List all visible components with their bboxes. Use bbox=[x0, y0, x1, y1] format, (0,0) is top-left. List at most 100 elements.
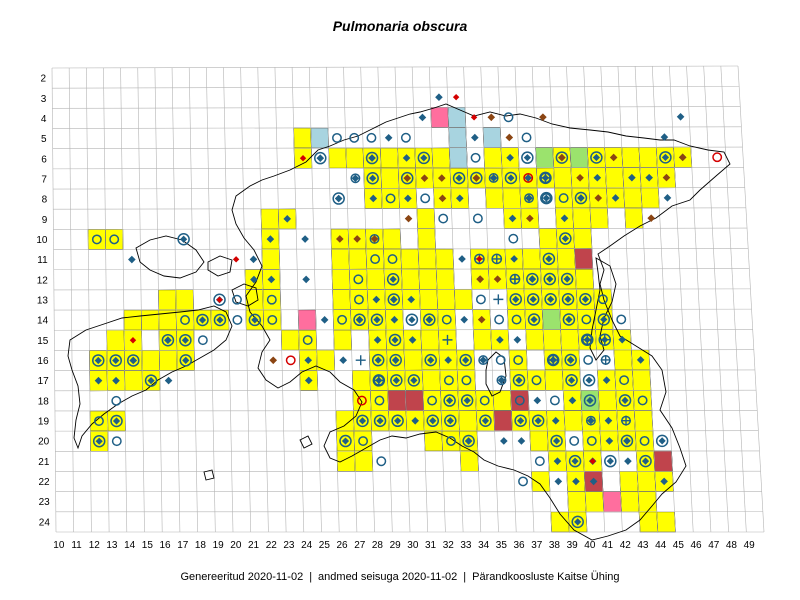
blue-diamond-symbol bbox=[304, 376, 313, 385]
present-cell bbox=[456, 369, 476, 391]
grid-line-vertical bbox=[583, 66, 605, 533]
present-cell bbox=[383, 248, 402, 270]
blue-diamond-symbol bbox=[404, 194, 412, 203]
blue-diamond-symbol bbox=[373, 316, 381, 324]
blue-diamond-symbol bbox=[376, 417, 384, 425]
green-cell bbox=[569, 147, 589, 168]
present-cell bbox=[572, 207, 592, 229]
blue-ring-symbol bbox=[389, 353, 402, 367]
blue-ring-symbol bbox=[659, 151, 672, 164]
blue-diamond-symbol bbox=[545, 255, 553, 263]
blue-diamond-symbol bbox=[565, 315, 573, 324]
present-cell bbox=[508, 349, 528, 371]
blue-ring-symbol bbox=[479, 395, 490, 406]
blue-ring-symbol bbox=[495, 355, 506, 366]
red-diamond-symbol bbox=[232, 256, 240, 263]
grid-line-vertical bbox=[446, 66, 464, 533]
present-cell bbox=[419, 288, 439, 310]
present-cell bbox=[124, 370, 143, 392]
blue-ring-symbol bbox=[144, 374, 158, 387]
blue-diamond-symbol bbox=[660, 477, 668, 486]
red-cell bbox=[405, 390, 424, 412]
row-label: 14 bbox=[37, 316, 49, 327]
blue-diamond-symbol bbox=[128, 255, 136, 264]
row-label: 9 bbox=[42, 215, 48, 226]
blue-diamond-symbol bbox=[513, 336, 522, 344]
column-label: 38 bbox=[549, 540, 561, 551]
present-cell bbox=[472, 329, 492, 351]
pink-cell bbox=[602, 491, 622, 513]
blue-diamond-symbol bbox=[251, 316, 259, 324]
blue-ring-symbol bbox=[521, 132, 532, 143]
blue-diamond-symbol bbox=[372, 295, 381, 304]
blue-ring-symbol bbox=[388, 333, 402, 347]
blue-ring-symbol bbox=[511, 314, 522, 325]
coastline-mainland bbox=[231, 103, 731, 541]
grid-line-horizontal bbox=[53, 207, 746, 210]
blue-diamond-symbol bbox=[581, 295, 590, 303]
column-label: 12 bbox=[89, 540, 101, 551]
blue-ring-symbol bbox=[376, 456, 387, 467]
blue-ring-symbol bbox=[583, 394, 597, 407]
blue-diamond-symbol bbox=[574, 518, 582, 526]
blue-ring-symbol bbox=[462, 434, 475, 448]
present-cell bbox=[175, 289, 194, 311]
blue-ring-symbol bbox=[531, 414, 545, 427]
column-label: 29 bbox=[390, 540, 402, 551]
brown-diamond-symbol bbox=[539, 113, 547, 121]
column-label: 17 bbox=[177, 540, 189, 551]
column-label: 46 bbox=[690, 540, 702, 551]
brown-diamond-symbol bbox=[476, 275, 484, 283]
blue-diamond-symbol bbox=[266, 235, 275, 243]
present-cell bbox=[370, 390, 389, 412]
blue-ring-symbol bbox=[540, 191, 553, 205]
present-cell bbox=[158, 289, 177, 311]
present-cell bbox=[656, 511, 676, 533]
red-diamond-symbol bbox=[476, 255, 483, 263]
blue-ring-symbol bbox=[597, 313, 611, 326]
blue-plus-symbol bbox=[442, 334, 453, 345]
row-label: 20 bbox=[38, 437, 50, 448]
column-label: 40 bbox=[584, 540, 596, 551]
blue-ring-symbol bbox=[543, 272, 557, 286]
blue-ring-symbol bbox=[526, 293, 540, 306]
blue-diamond-symbol bbox=[182, 356, 190, 364]
blue-ring-symbol bbox=[353, 313, 366, 327]
column-label: 45 bbox=[673, 540, 685, 551]
present-cell bbox=[345, 147, 365, 169]
blue-plus-symbol bbox=[355, 355, 366, 366]
column-label: 10 bbox=[53, 540, 65, 551]
row-label: 4 bbox=[41, 114, 47, 125]
blue-diamond-symbol bbox=[374, 356, 382, 364]
brown-diamond-symbol bbox=[493, 275, 502, 283]
present-cell bbox=[542, 329, 562, 351]
blue-ring-symbol bbox=[583, 355, 594, 365]
column-label: 35 bbox=[496, 540, 508, 551]
blue-diamond-symbol bbox=[427, 356, 435, 364]
present-cell bbox=[417, 248, 437, 270]
blue-diamond-symbol bbox=[661, 153, 670, 161]
column-label: 28 bbox=[372, 540, 384, 551]
blue-diamond-symbol bbox=[390, 315, 399, 324]
blue-ring-symbol bbox=[196, 313, 209, 327]
grid-line-horizontal bbox=[52, 146, 743, 149]
present-cell bbox=[401, 268, 420, 290]
grid-line-horizontal bbox=[53, 268, 750, 271]
column-label: 36 bbox=[513, 540, 525, 551]
column-label: 19 bbox=[213, 540, 225, 551]
present-cell bbox=[454, 288, 473, 310]
blue-ring-symbol bbox=[597, 294, 608, 305]
blue-diamond-symbol bbox=[517, 437, 526, 445]
blue-ring-symbol bbox=[438, 213, 449, 224]
present-cell bbox=[365, 248, 385, 270]
blue-diamond-symbol bbox=[593, 173, 602, 182]
row-label: 7 bbox=[41, 174, 47, 185]
blue-diamond-symbol bbox=[553, 437, 561, 445]
coastline-vormsi bbox=[207, 255, 233, 277]
blue-ring-symbol bbox=[568, 454, 582, 468]
blue-diamond-symbol bbox=[506, 153, 514, 162]
blue-ring-symbol bbox=[248, 313, 262, 327]
present-cell bbox=[328, 147, 347, 169]
column-label: 20 bbox=[230, 540, 242, 551]
blue-diamond-symbol bbox=[551, 416, 560, 425]
